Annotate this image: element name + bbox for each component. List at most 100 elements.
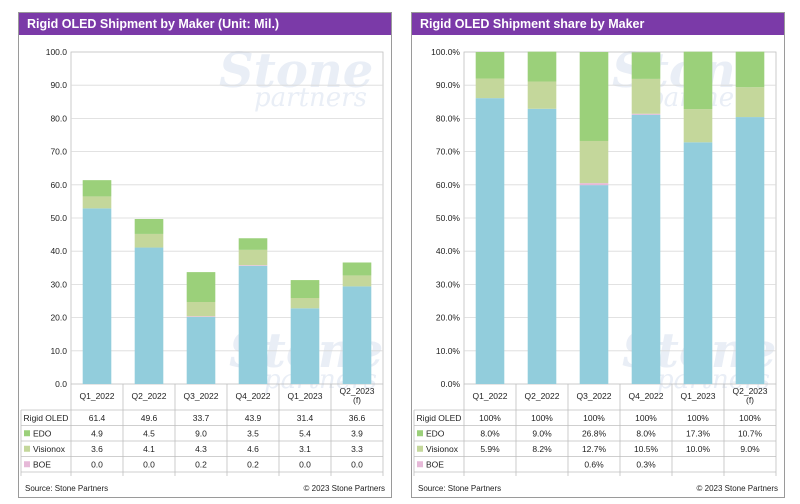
bar-segment [579,183,609,186]
y-tick-label: 0.0% [441,379,461,389]
data-label: 36.6 [349,413,366,423]
y-tick-label: 60.0% [436,180,461,190]
share-panel: Rigid OLED Shipment share by Maker Stone… [411,12,785,498]
legend-label: Visionox [33,444,66,454]
data-label: 0.3% [636,459,656,469]
data-label: 82.9% [530,475,555,476]
data-label: 52.9 [89,475,106,476]
y-tick-label: 40.0% [436,246,461,256]
data-label: 10.7% [738,428,763,438]
data-label: 26.8% [582,428,607,438]
data-label: 10.0% [686,444,711,454]
category-label: Q1_2023 [681,391,716,401]
bar-segment [238,265,268,384]
y-tick-label: 30.0% [436,279,461,289]
share-chart-title: Rigid OLED Shipment share by Maker [412,13,784,35]
bar-segment [579,185,609,384]
bar-segment [82,208,112,384]
y-tick-label: 20.0 [50,313,67,323]
data-label: 5.4 [299,428,311,438]
data-label: 8.0% [480,428,500,438]
data-label: 41.1 [141,475,158,476]
y-tick-label: 10.0% [436,346,461,356]
bar-segment [186,316,216,317]
legend-swatch [24,430,30,437]
data-label: 0.6% [584,459,604,469]
legend-label: EDO [426,428,445,438]
bar-segment [290,298,320,309]
data-label: 22.8 [297,475,314,476]
category-label: Q3_2022 [577,391,612,401]
bar-segment [186,301,216,317]
bar-segment [134,247,164,384]
data-label: 0.0 [351,459,363,469]
data-label: 3.1 [299,444,311,454]
legend-swatch [24,445,30,452]
bar-segment [475,98,505,384]
data-label: 3.5 [247,428,259,438]
category-label: Q1_2022 [473,391,508,401]
bar-segment [683,51,713,110]
y-tick-label: 0.0 [55,379,67,389]
legend-label: EDO [33,428,52,438]
data-label: 59.9% [582,475,607,476]
data-label: 86.1% [478,475,503,476]
data-label: 49.6 [141,413,158,423]
category-label: Q2_2022 [525,391,560,401]
y-tick-label: 90.0% [436,80,461,90]
category-label: Q4_2022 [629,391,664,401]
category-label: Q1_2022 [80,391,115,401]
y-tick-label: 80.0% [436,113,461,123]
data-label: 100% [687,413,709,423]
data-label: 3.9 [351,428,363,438]
y-tick-label: 60.0 [50,180,67,190]
bar-segment [82,196,112,209]
data-label: 29.4 [349,475,366,476]
bar-segment [527,51,557,82]
table-row-header: Rigid OLED [24,413,69,423]
category-label: Q2_2023 [733,386,768,396]
y-tick-label: 20.0% [436,313,461,323]
y-tick-label: 70.0% [436,147,461,157]
data-label: 0.0 [91,459,103,469]
data-label: 80.4% [738,475,763,476]
legend-label: Visionox [426,444,459,454]
category-label: Q2_2022 [132,391,167,401]
data-label: 100% [479,413,501,423]
legend-swatch [417,445,423,452]
category-label: Q1_2023 [288,391,323,401]
y-tick-label: 50.0% [436,213,461,223]
data-label: 9.0% [532,428,552,438]
data-label: 3.3 [351,444,363,454]
category-label: Q4_2022 [236,391,271,401]
legend-swatch [417,430,423,437]
data-label: 33.7 [193,413,210,423]
data-label: 3.6 [91,444,103,454]
bar-segment [631,113,661,115]
y-tick-label: 10.0 [50,346,67,356]
data-label: 12.7% [582,444,607,454]
source-note: Source: Stone Partners [25,484,109,493]
table-row-header: Rigid OLED [417,413,462,423]
data-label: 8.0% [636,428,656,438]
data-label: 9.0% [740,444,760,454]
y-tick-label: 30.0 [50,279,67,289]
y-tick-label: 100.0% [431,47,460,57]
data-label: 100% [739,413,761,423]
copyright-note: © 2023 Stone Partners [696,484,779,493]
data-label: 0.0 [143,459,155,469]
data-label: 100% [583,413,605,423]
shipment-panel: Rigid OLED Shipment by Maker (Unit: Mil.… [18,12,392,498]
category-label: (f) [353,395,361,405]
y-tick-label: 50.0 [50,213,67,223]
bar-segment [238,238,268,250]
bar-segment [579,52,609,141]
data-label: 43.9 [245,413,262,423]
bar-segment [134,233,164,248]
data-label: 20.2 [193,475,210,476]
data-label: 4.9 [91,428,103,438]
legend-label: SDC [33,475,51,476]
bar-segment [631,52,661,79]
share-chart: 0.0% 10.0% 20.0% 30.0% 40.0% 50.0% 60.0% 70.0% 8… [413,47,777,476]
data-label: 0.2 [195,459,207,469]
